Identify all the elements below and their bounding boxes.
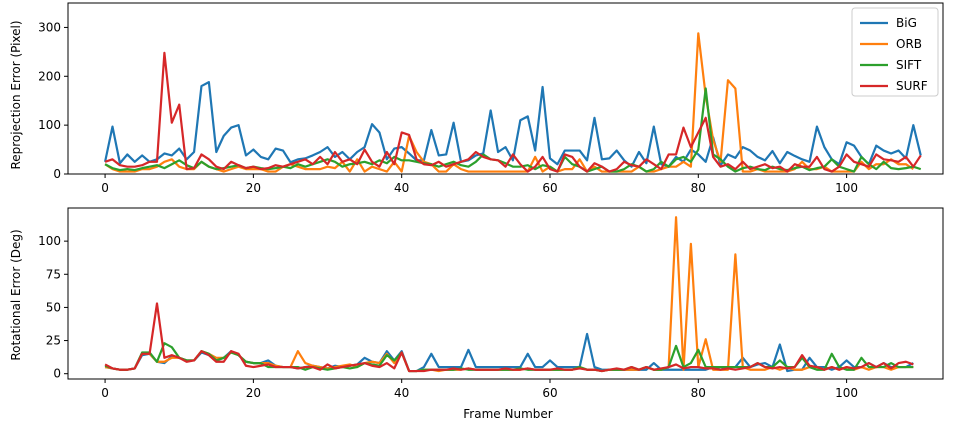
y-tick-label: 100 [38, 118, 61, 132]
rotational-error-panel: 0 20 40 60 80 100 0 25 50 75 100 [38, 207, 944, 400]
legend-label-orb: ORB [896, 37, 922, 51]
x-tick-label: 0 [101, 181, 109, 195]
x-tick-label: 100 [835, 181, 858, 195]
x-tick-label: 40 [394, 181, 409, 195]
x-tick-label: 20 [246, 386, 261, 400]
x-tick-label: 60 [542, 181, 557, 195]
x-tick-label: 80 [691, 181, 706, 195]
x-tick-label: 80 [691, 386, 706, 400]
y-tick-label: 50 [46, 300, 61, 314]
plot-frame [67, 207, 944, 380]
y-tick-label: 75 [46, 267, 61, 281]
x-tick-label: 20 [246, 181, 261, 195]
reprojection-ylabel: Reprojection Error (Pixel) [9, 20, 23, 169]
x-tick-label: 60 [542, 386, 557, 400]
series-line-surf [104, 51, 922, 173]
legend: BiG ORB SIFT SURF [851, 7, 939, 97]
frame-number-xlabel: Frame Number [463, 407, 552, 421]
rotational-ylabel: Rotational Error (Deg) [9, 229, 23, 360]
y-tick-label: 300 [38, 20, 61, 34]
y-tick-label: 25 [46, 334, 61, 348]
legend-label-surf: SURF [896, 79, 928, 93]
legend-box [851, 7, 939, 97]
plot-frame [67, 2, 944, 175]
x-tick-label: 40 [394, 386, 409, 400]
x-tick-label: 0 [101, 386, 109, 400]
legend-label-sift: SIFT [896, 58, 922, 72]
series-line-big [104, 81, 922, 168]
y-tick-label: 0 [53, 167, 61, 181]
series-line-surf [104, 302, 914, 373]
y-tick-label: 100 [38, 234, 61, 248]
series-line-orb [104, 32, 914, 173]
reprojection-error-panel: 0 20 40 60 80 100 0 100 200 300 [38, 2, 944, 195]
y-tick-label: 200 [38, 69, 61, 83]
y-tick-label: 0 [53, 367, 61, 381]
legend-label-big: BiG [896, 16, 917, 30]
x-tick-label: 100 [835, 386, 858, 400]
